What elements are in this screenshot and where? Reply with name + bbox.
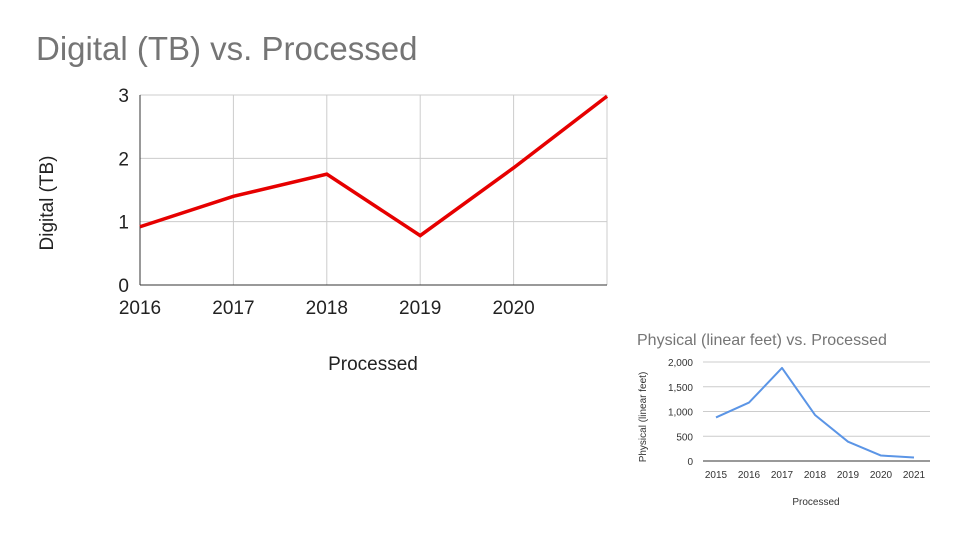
digital-chart-series-line xyxy=(139,94,609,238)
physical-chart-y-axis-label: Physical (linear feet) xyxy=(638,372,649,463)
digital-chart-x-tick-label: 2017 xyxy=(212,298,254,319)
physical-chart-y-ticks: 0 500 1,000 1,500 2,000 xyxy=(668,358,693,468)
physical-chart-series-line xyxy=(715,366,915,459)
physical-chart-y-tick-label: 2,000 xyxy=(668,358,693,369)
physical-chart-x-tick-label: 2018 xyxy=(804,470,827,481)
physical-chart-y-tick-label: 0 xyxy=(687,457,693,468)
digital-chart-x-tick-label: 2018 xyxy=(306,298,348,319)
physical-chart-x-tick-label: 2019 xyxy=(837,470,860,481)
digital-chart-y-tick-label: 1 xyxy=(118,213,129,234)
physical-chart-x-tick-label: 2015 xyxy=(705,470,728,481)
physical-chart-x-tick-label: 2016 xyxy=(738,470,761,481)
physical-chart-y-tick-label: 1,500 xyxy=(668,383,693,394)
digital-chart-y-tick-label: 0 xyxy=(118,276,129,297)
digital-chart-grid xyxy=(139,94,608,286)
physical-chart-x-tick-label: 2017 xyxy=(771,470,794,481)
slide-title: Digital (TB) vs. Processed xyxy=(36,30,418,67)
physical-chart-grid xyxy=(703,361,930,462)
physical-chart-y-tick-label: 1,000 xyxy=(668,408,693,419)
digital-chart-x-ticks: 2016 2017 2018 2019 2020 xyxy=(119,298,535,319)
digital-chart-series xyxy=(139,94,609,238)
digital-chart-x-tick-label: 2020 xyxy=(492,298,534,319)
digital-chart-x-tick-label: 2019 xyxy=(399,298,441,319)
physical-chart-x-axis-label: Processed xyxy=(792,497,839,508)
physical-chart-series xyxy=(715,366,915,459)
physical-chart-x-tick-label: 2020 xyxy=(870,470,893,481)
digital-chart-y-ticks: 0 1 2 3 xyxy=(118,86,129,297)
digital-chart-x-tick-label: 2016 xyxy=(119,298,161,319)
digital-chart-y-axis-label: Digital (TB) xyxy=(37,155,58,250)
physical-chart-x-ticks: 2015 2016 2017 2018 2019 2020 2021 xyxy=(705,470,926,481)
physical-chart-title: Physical (linear feet) vs. Processed xyxy=(637,332,887,349)
digital-chart-y-tick-label: 3 xyxy=(118,86,129,107)
digital-chart-x-axis-label: Processed xyxy=(328,354,418,375)
physical-chart-y-tick-label: 500 xyxy=(676,432,693,443)
digital-chart-y-tick-label: 2 xyxy=(118,149,129,170)
physical-chart-x-tick-label: 2021 xyxy=(903,470,926,481)
